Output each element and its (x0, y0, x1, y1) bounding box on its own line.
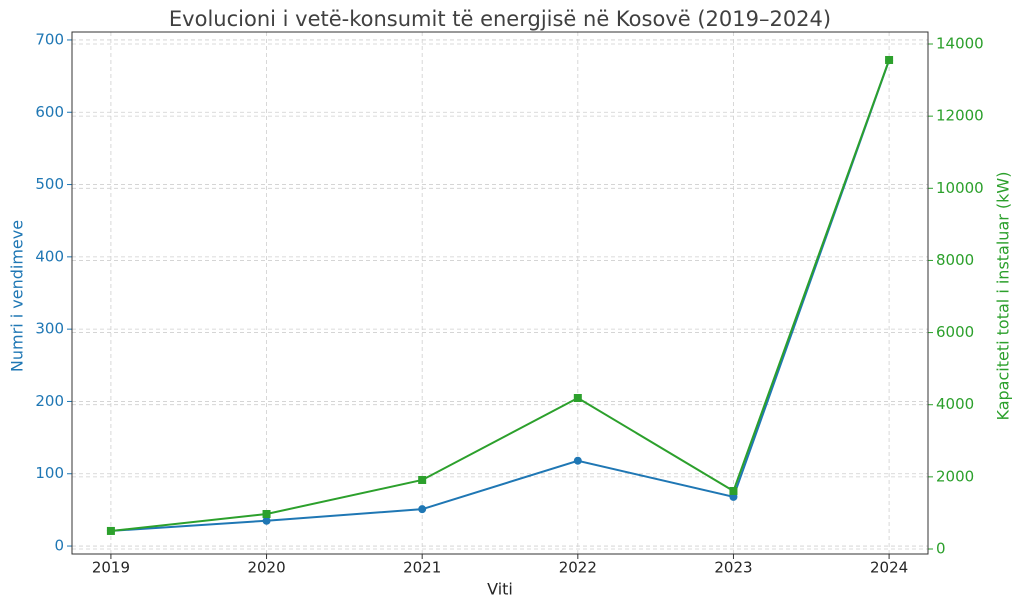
x-tick-label: 2021 (403, 559, 441, 577)
series-line (110, 59, 891, 532)
x-tick-label: 2024 (870, 559, 908, 577)
y-tick-label: 400 (35, 247, 64, 265)
x-tick-label: 2020 (247, 559, 285, 577)
y-tick-label: 100 (35, 464, 64, 482)
y2-tick-label: 12000 (936, 107, 984, 125)
point (573, 456, 582, 465)
point (418, 475, 427, 484)
x-tick-label: 2019 (92, 559, 130, 577)
y2-tick-label: 8000 (936, 251, 974, 269)
y2-tick-label: 14000 (936, 35, 984, 53)
y2-tick-label: 4000 (936, 395, 974, 413)
point (262, 509, 271, 518)
plot-frame (71, 31, 929, 555)
y-tick-label: 200 (35, 392, 64, 410)
y-tick-label: 600 (35, 103, 64, 121)
y2-tick-label: 10000 (936, 179, 984, 197)
point (885, 55, 894, 64)
y-tick-label: 0 (54, 537, 64, 555)
y-axis-label: Numri i vendimeve (8, 220, 27, 372)
y2-axis-label: Kapaciteti total i instaluar (kW) (994, 172, 1013, 421)
point (106, 526, 115, 535)
x-axis-label: Viti (487, 580, 513, 599)
y2-tick-label: 2000 (936, 467, 974, 485)
y2-tick-label: 6000 (936, 323, 974, 341)
x-tick-label: 2022 (559, 559, 597, 577)
y-tick-label: 700 (35, 30, 64, 48)
y-tick-label: 500 (35, 175, 64, 193)
x-tick-label: 2023 (714, 559, 752, 577)
chart-title: Evolucioni i vetë-konsumit të energjisë … (169, 7, 831, 31)
point (262, 516, 271, 525)
point (418, 505, 427, 514)
y-tick-label: 300 (35, 320, 64, 338)
point (573, 393, 582, 402)
point (729, 486, 738, 495)
series-line (110, 59, 891, 532)
y2-tick-label: 0 (936, 539, 946, 557)
